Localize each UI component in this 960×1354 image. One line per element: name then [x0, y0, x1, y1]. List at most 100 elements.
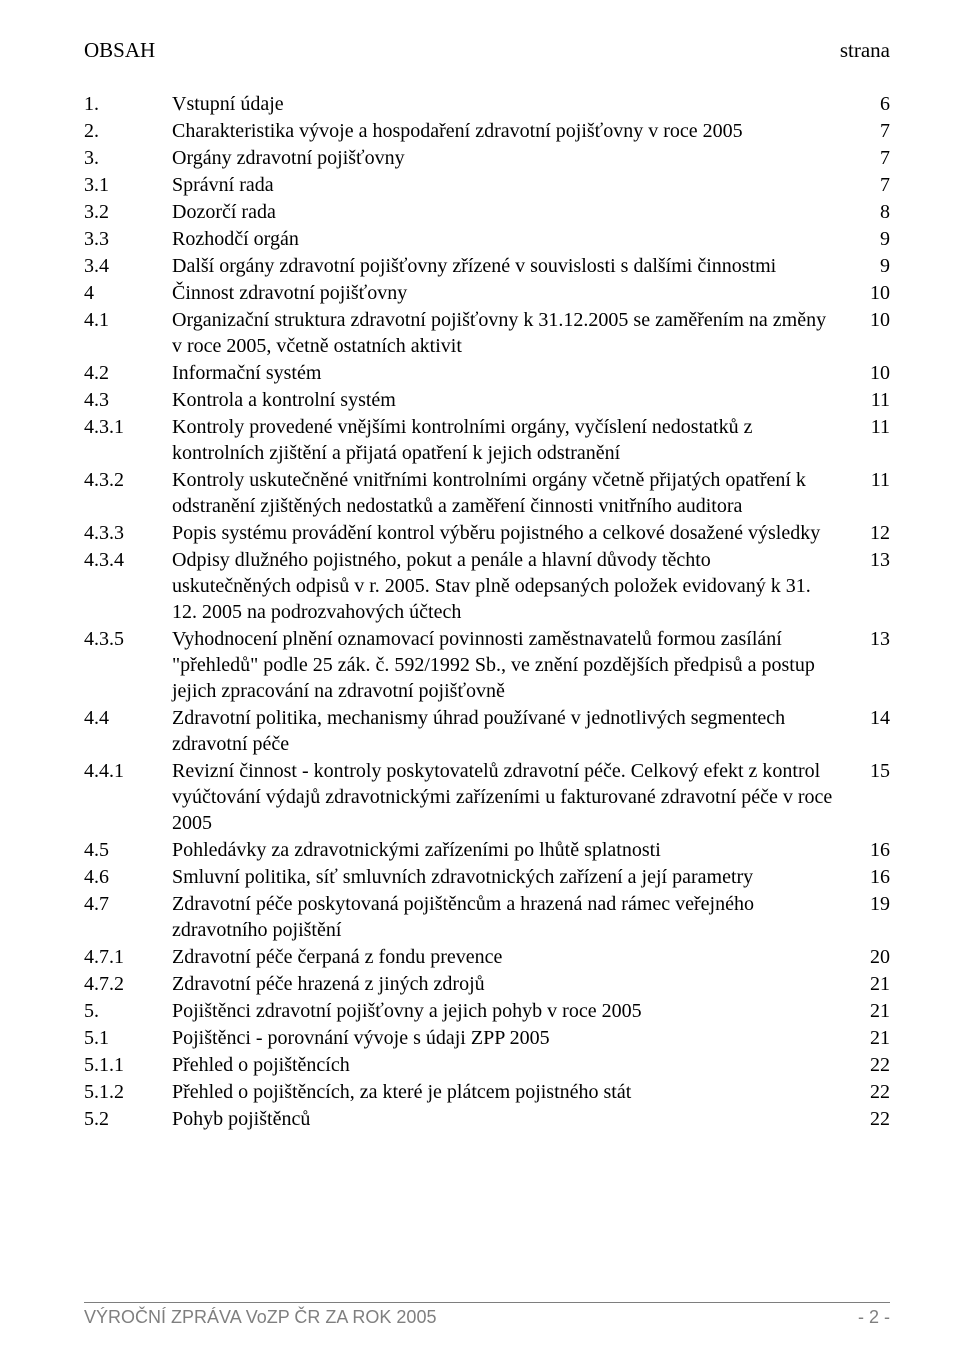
toc-page-number: 16	[846, 864, 890, 890]
toc-title: Správní rada	[172, 172, 846, 198]
toc-page-number: 21	[846, 1025, 890, 1051]
toc-title: Orgány zdravotní pojišťovny	[172, 145, 846, 171]
toc-header: OBSAH strana	[84, 38, 890, 63]
toc-number: 3.	[84, 145, 172, 171]
toc-title: Pohyb pojištěnců	[172, 1106, 846, 1132]
toc-row: 4.4Zdravotní politika, mechanismy úhrad …	[84, 705, 890, 757]
toc-row: 4.7.2Zdravotní péče hrazená z jiných zdr…	[84, 971, 890, 997]
toc-title: Odpisy dlužného pojistného, pokut a pená…	[172, 547, 846, 625]
toc-number: 4	[84, 280, 172, 306]
toc-number: 5.1.1	[84, 1052, 172, 1078]
toc-title: Vyhodnocení plnění oznamovací povinnosti…	[172, 626, 846, 704]
toc-row: 4.7Zdravotní péče poskytovaná pojištěnců…	[84, 891, 890, 943]
toc-page-number: 8	[846, 199, 890, 225]
toc-body: 1.Vstupní údaje62.Charakteristika vývoje…	[84, 91, 890, 1132]
toc-number: 4.2	[84, 360, 172, 386]
toc-row: 3.4Další orgány zdravotní pojišťovny zří…	[84, 253, 890, 279]
toc-number: 3.4	[84, 253, 172, 279]
toc-page-number: 10	[846, 280, 890, 306]
toc-title: Informační systém	[172, 360, 846, 386]
toc-row: 4.2Informační systém10	[84, 360, 890, 386]
toc-row: 5.1.2Přehled o pojištěncích, za které je…	[84, 1079, 890, 1105]
toc-page-number: 11	[846, 467, 890, 493]
toc-page-number: 9	[846, 253, 890, 279]
toc-row: 4.3.3Popis systému provádění kontrol výb…	[84, 520, 890, 546]
toc-number: 5.2	[84, 1106, 172, 1132]
toc-title: Zdravotní péče čerpaná z fondu prevence	[172, 944, 846, 970]
toc-page-number: 22	[846, 1052, 890, 1078]
toc-page-number: 12	[846, 520, 890, 546]
toc-row: 4.3.4Odpisy dlužného pojistného, pokut a…	[84, 547, 890, 625]
toc-row: 4Činnost zdravotní pojišťovny10	[84, 280, 890, 306]
toc-page-number: 11	[846, 414, 890, 440]
toc-number: 4.5	[84, 837, 172, 863]
toc-row: 2.Charakteristika vývoje a hospodaření z…	[84, 118, 890, 144]
toc-number: 4.3.4	[84, 547, 172, 573]
toc-row: 3.3Rozhodčí orgán9	[84, 226, 890, 252]
toc-page-number: 21	[846, 998, 890, 1024]
toc-row: 3.Orgány zdravotní pojišťovny7	[84, 145, 890, 171]
toc-page-number: 9	[846, 226, 890, 252]
toc-number: 4.7.1	[84, 944, 172, 970]
toc-row: 4.3.5Vyhodnocení plnění oznamovací povin…	[84, 626, 890, 704]
toc-title: Kontroly uskutečněné vnitřními kontrolní…	[172, 467, 846, 519]
toc-row: 4.3.1Kontroly provedené vnějšími kontrol…	[84, 414, 890, 466]
toc-title: Další orgány zdravotní pojišťovny zřízen…	[172, 253, 846, 279]
toc-title: Charakteristika vývoje a hospodaření zdr…	[172, 118, 846, 144]
footer-left: VÝROČNÍ ZPRÁVA VoZP ČR ZA ROK 2005	[84, 1307, 436, 1328]
toc-title: Přehled o pojištěncích, za které je plát…	[172, 1079, 846, 1105]
toc-number: 3.2	[84, 199, 172, 225]
toc-title: Pojištěnci zdravotní pojišťovny a jejich…	[172, 998, 846, 1024]
toc-page-number: 15	[846, 758, 890, 784]
toc-number: 5.1	[84, 1025, 172, 1051]
toc-page-number: 10	[846, 307, 890, 333]
toc-page-number: 7	[846, 145, 890, 171]
toc-row: 4.1Organizační struktura zdravotní pojiš…	[84, 307, 890, 359]
toc-page-number: 16	[846, 837, 890, 863]
toc-number: 4.6	[84, 864, 172, 890]
toc-page-number: 19	[846, 891, 890, 917]
toc-title: Vstupní údaje	[172, 91, 846, 117]
toc-title: Pohledávky za zdravotnickými zařízeními …	[172, 837, 846, 863]
toc-number: 1.	[84, 91, 172, 117]
toc-row: 4.5Pohledávky za zdravotnickými zařízení…	[84, 837, 890, 863]
toc-number: 4.1	[84, 307, 172, 333]
toc-row: 4.3.2Kontroly uskutečněné vnitřními kont…	[84, 467, 890, 519]
toc-row: 5.2Pohyb pojištěnců22	[84, 1106, 890, 1132]
toc-number: 4.3.5	[84, 626, 172, 652]
toc-number: 4.3	[84, 387, 172, 413]
toc-number: 5.1.2	[84, 1079, 172, 1105]
toc-number: 3.3	[84, 226, 172, 252]
toc-number: 4.4	[84, 705, 172, 731]
toc-title: Rozhodčí orgán	[172, 226, 846, 252]
toc-title: Pojištěnci - porovnání vývoje s údaji ZP…	[172, 1025, 846, 1051]
toc-row: 4.7.1Zdravotní péče čerpaná z fondu prev…	[84, 944, 890, 970]
toc-title: Kontroly provedené vnějšími kontrolními …	[172, 414, 846, 466]
toc-page-number: 22	[846, 1079, 890, 1105]
toc-page-number: 13	[846, 547, 890, 573]
toc-title: Smluvní politika, síť smluvních zdravotn…	[172, 864, 846, 890]
toc-number: 4.3.2	[84, 467, 172, 493]
toc-page-number: 13	[846, 626, 890, 652]
toc-row: 5.1Pojištěnci - porovnání vývoje s údaji…	[84, 1025, 890, 1051]
toc-row: 3.1Správní rada7	[84, 172, 890, 198]
toc-row: 1.Vstupní údaje6	[84, 91, 890, 117]
toc-title: Revizní činnost - kontroly poskytovatelů…	[172, 758, 846, 836]
page-footer: VÝROČNÍ ZPRÁVA VoZP ČR ZA ROK 2005 - 2 -	[84, 1302, 890, 1328]
toc-page-number: 20	[846, 944, 890, 970]
toc-page-number: 10	[846, 360, 890, 386]
toc-row: 5.1.1Přehled o pojištěncích22	[84, 1052, 890, 1078]
toc-row: 4.4.1Revizní činnost - kontroly poskytov…	[84, 758, 890, 836]
toc-number: 4.7.2	[84, 971, 172, 997]
toc-title: Zdravotní politika, mechanismy úhrad pou…	[172, 705, 846, 757]
toc-title: Kontrola a kontrolní systém	[172, 387, 846, 413]
toc-title: Dozorčí rada	[172, 199, 846, 225]
toc-number: 5.	[84, 998, 172, 1024]
toc-title: Zdravotní péče hrazená z jiných zdrojů	[172, 971, 846, 997]
toc-page-number: 14	[846, 705, 890, 731]
toc-row: 4.3Kontrola a kontrolní systém11	[84, 387, 890, 413]
header-right: strana	[840, 38, 890, 63]
toc-page-number: 7	[846, 118, 890, 144]
toc-title: Zdravotní péče poskytovaná pojištěncům a…	[172, 891, 846, 943]
toc-page-number: 6	[846, 91, 890, 117]
